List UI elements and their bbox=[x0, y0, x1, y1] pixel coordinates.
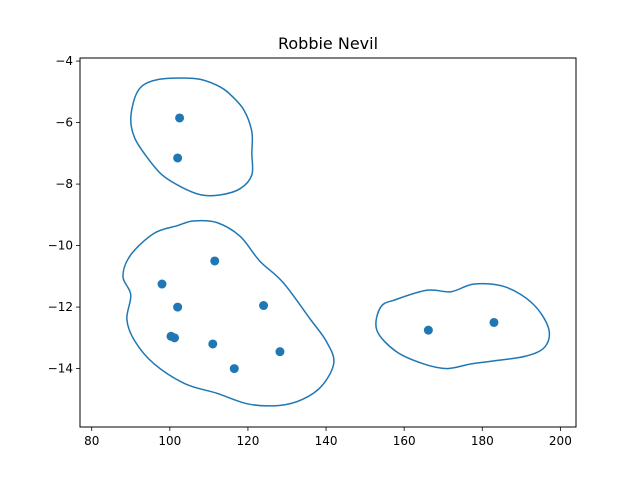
data-points bbox=[157, 113, 499, 374]
data-point-12 bbox=[423, 325, 433, 335]
y-tick-label: −10 bbox=[48, 239, 73, 253]
x-axis: 80 100 120 140 160 180 200 bbox=[84, 427, 572, 448]
y-axis: −4 −6 −8 −10 −12 −14 bbox=[48, 54, 80, 376]
y-tick-label: −4 bbox=[55, 54, 73, 68]
x-tick-label: 140 bbox=[315, 434, 338, 448]
y-tick-label: −8 bbox=[55, 177, 73, 191]
data-point-1 bbox=[175, 113, 185, 123]
cluster-outlines bbox=[122, 77, 551, 407]
x-tick-label: 100 bbox=[158, 434, 181, 448]
y-tick-label: −12 bbox=[48, 300, 73, 314]
chart-title: Robbie Nevil bbox=[278, 34, 378, 53]
data-point-4 bbox=[157, 279, 167, 289]
y-tick-label: −6 bbox=[55, 116, 73, 130]
cluster-outline-2 bbox=[122, 219, 335, 407]
data-point-11 bbox=[229, 364, 239, 374]
data-point-3 bbox=[210, 256, 220, 266]
data-point-8 bbox=[170, 333, 180, 343]
x-tick-label: 180 bbox=[471, 434, 494, 448]
cluster-outline-1 bbox=[130, 77, 254, 197]
x-tick-label: 200 bbox=[549, 434, 572, 448]
data-point-2 bbox=[173, 153, 183, 163]
cluster-outline-3 bbox=[375, 282, 551, 370]
x-tick-label: 120 bbox=[236, 434, 259, 448]
x-tick-label: 160 bbox=[393, 434, 416, 448]
plot-frame bbox=[79, 57, 577, 428]
data-point-9 bbox=[208, 339, 218, 349]
data-point-6 bbox=[259, 301, 269, 311]
y-tick-label: −14 bbox=[48, 362, 73, 376]
data-point-10 bbox=[275, 347, 285, 357]
data-point-5 bbox=[173, 302, 183, 312]
data-point-13 bbox=[489, 317, 499, 327]
x-tick-label: 80 bbox=[84, 434, 99, 448]
